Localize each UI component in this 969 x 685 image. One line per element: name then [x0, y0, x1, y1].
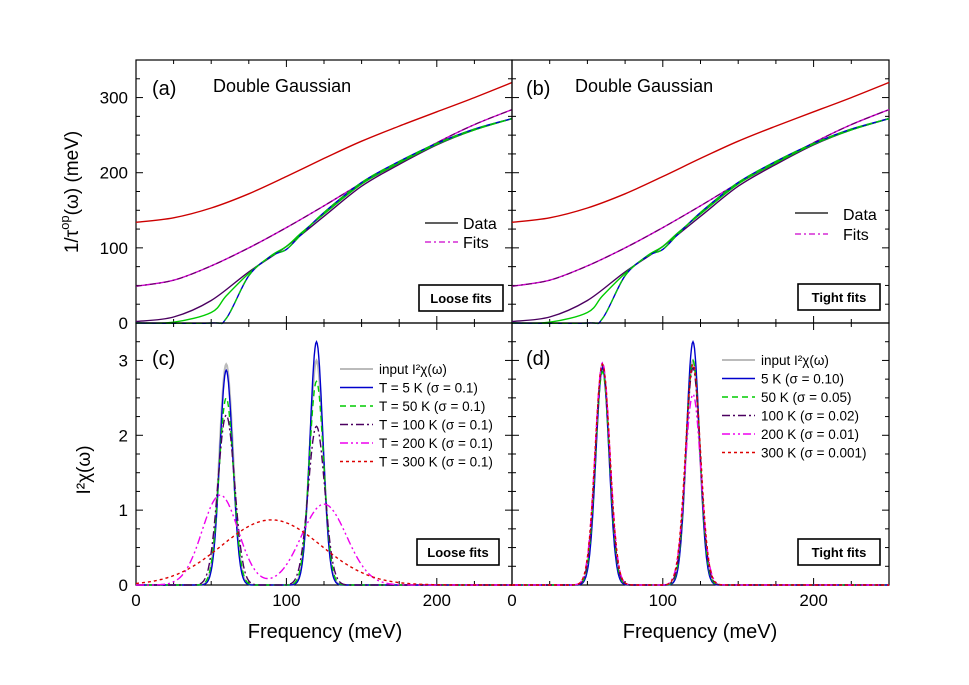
x-axis-label-left: Frequency (meV)	[248, 621, 403, 643]
x-tick-label-c: 100	[272, 591, 300, 610]
legend-c: input I²χ(ω) T = 5 K (σ = 0.1) T = 50 K (σ…	[340, 362, 493, 470]
panel-b	[511, 59, 890, 325]
y-tick-label-a: 200	[100, 164, 128, 183]
series-line-a-300K	[135, 81, 513, 223]
y-tick-label-c: 1	[119, 501, 128, 520]
x-tick-label-d: 100	[649, 591, 677, 610]
y-label-main: 1/τ	[62, 229, 83, 253]
legend-c-label-5: T = 300 K (σ = 0.1)	[379, 455, 493, 470]
y-axis-label-bottom: I²χ(ω)	[74, 445, 95, 494]
box-b: Tight fits	[797, 283, 881, 311]
svg-text:Tight fits: Tight fits	[812, 290, 867, 305]
legend-d-label-3: 100 K (σ = 0.02)	[761, 409, 859, 424]
series-line-b-50K	[511, 117, 890, 324]
box-c: Loose fits	[416, 538, 500, 566]
x-tick-label-c: 0	[131, 591, 140, 610]
panel-d-label: (d)	[526, 348, 550, 370]
legend-b: Data Fits	[795, 207, 877, 244]
y-label-rest: (ω) (meV)	[62, 131, 83, 216]
legend-d-label-2: 50 K (σ = 0.05)	[761, 390, 852, 405]
legend-a-fits: Fits	[463, 235, 489, 252]
panel-c: 0 100 200 0 1 2 3	[119, 322, 513, 610]
series-line-b-300K	[511, 81, 890, 223]
series-line-d-300K	[512, 362, 889, 586]
panel-b-title: Double Gaussian	[575, 76, 713, 96]
y-axis-label-top: 1/τop(ω) (meV)	[57, 131, 83, 253]
legend-c-label-3: T = 100 K (σ = 0.1)	[379, 418, 493, 433]
legend-c-label-4: T = 200 K (σ = 0.1)	[379, 436, 493, 451]
panel-c-label: (c)	[152, 348, 175, 370]
svg-text:Loose fits: Loose fits	[430, 291, 491, 306]
series-line-c-300K	[136, 519, 512, 586]
fit-line-b-1	[511, 109, 890, 287]
svg-text:Loose fits: Loose fits	[427, 545, 488, 560]
series-line-a-50K	[135, 117, 513, 324]
box-d: Tight fits	[797, 538, 881, 566]
panel-a-title: Double Gaussian	[213, 76, 351, 96]
y-label-c: I²χ(ω)	[74, 445, 95, 494]
series-line-c-200K	[136, 494, 512, 586]
y-tick-label-c: 3	[119, 351, 128, 370]
svg-text:Tight fits: Tight fits	[812, 545, 867, 560]
x-tick-label-d: 0	[507, 591, 516, 610]
legend-a-data: Data	[463, 216, 497, 233]
y-tick-label-a: 0	[119, 314, 128, 333]
legend-d-label-5: 300 K (σ = 0.001)	[761, 446, 867, 461]
legend-d: input I²χ(ω) 5 K (σ = 0.10) 50 K (σ = 0.05…	[722, 353, 867, 461]
legend-b-data: Data	[843, 207, 877, 224]
fit-line-a-1	[135, 109, 513, 287]
legend-c-label-2: T = 50 K (σ = 0.1)	[379, 399, 485, 414]
panel-a: 0 100 200 300	[100, 59, 513, 333]
legend-d-label-4: 200 K (σ = 0.01)	[761, 427, 859, 442]
y-tick-label-c: 0	[119, 576, 128, 595]
box-a: Loose fits	[418, 284, 504, 312]
series-line-d-200K	[512, 361, 889, 586]
panel-d: 0 100 200	[507, 322, 890, 610]
y-tick-label-c: 2	[119, 426, 128, 445]
y-label-sup: op	[57, 215, 72, 229]
svg-text:1/τop(ω) (meV): 1/τop(ω) (meV)	[57, 131, 83, 253]
legend-c-label-1: T = 5 K (σ = 0.1)	[379, 381, 478, 396]
y-tick-label-a: 300	[100, 89, 128, 108]
x-tick-label-d: 200	[799, 591, 827, 610]
fit-line-a-4	[135, 117, 513, 325]
x-tick-label-c: 200	[423, 591, 451, 610]
y-tick-label-a: 100	[100, 239, 128, 258]
legend-c-label-0: input I²χ(ω)	[379, 362, 447, 377]
fit-line-b-4	[511, 117, 890, 325]
panel-a-label: (a)	[152, 78, 176, 100]
panel-b-label: (b)	[526, 78, 550, 100]
legend-a: Data Fits	[425, 216, 497, 252]
legend-b-fits: Fits	[843, 227, 869, 244]
plot-frame-a	[135, 59, 513, 324]
legend-d-label-1: 5 K (σ = 0.10)	[761, 372, 844, 387]
legend-d-label-0: input I²χ(ω)	[761, 353, 829, 368]
x-axis-label-right: Frequency (meV)	[623, 621, 778, 643]
